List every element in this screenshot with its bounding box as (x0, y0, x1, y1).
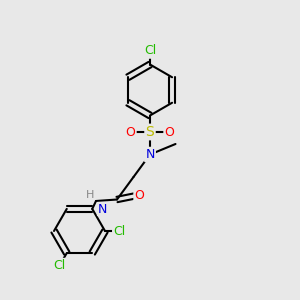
Text: O: O (126, 125, 135, 139)
Text: O: O (165, 125, 174, 139)
Text: S: S (146, 125, 154, 139)
Text: Cl: Cl (113, 224, 125, 238)
Text: N: N (98, 202, 107, 215)
Text: O: O (135, 188, 144, 202)
Text: N: N (145, 148, 155, 161)
Text: Cl: Cl (53, 259, 66, 272)
Text: H: H (86, 190, 94, 200)
Text: Cl: Cl (144, 44, 156, 58)
